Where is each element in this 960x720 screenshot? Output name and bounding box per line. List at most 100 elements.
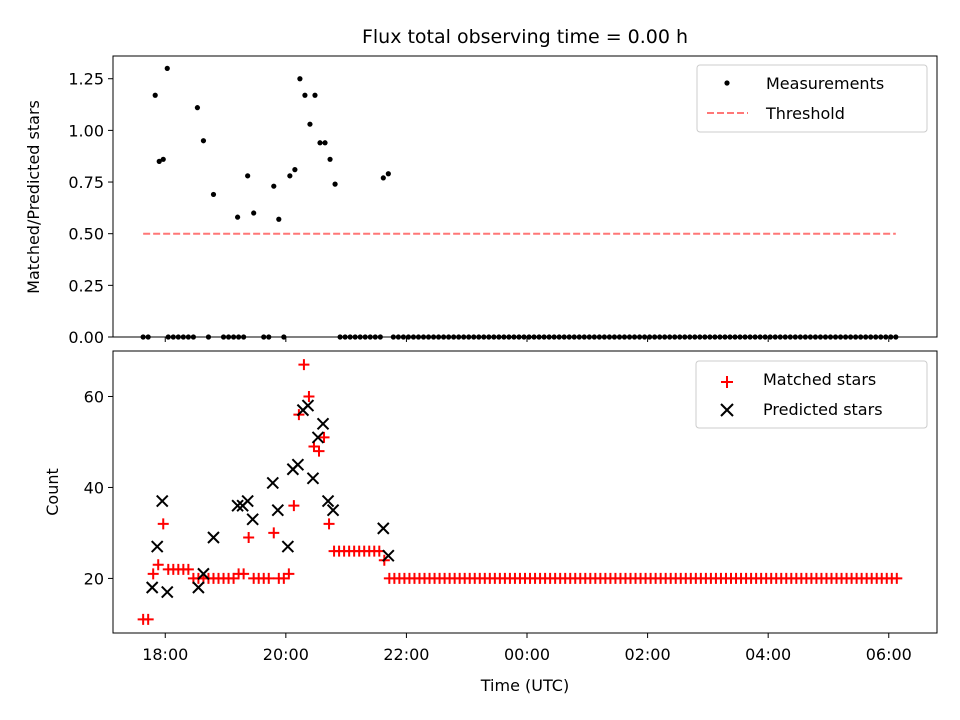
measurement-point (302, 92, 308, 98)
legend-marker-matched-stars (721, 376, 733, 388)
measurement-point (322, 140, 328, 146)
matched-star-point (263, 572, 275, 584)
predicted-star-point (145, 581, 159, 594)
matched-star-point (238, 568, 250, 580)
predicted-star-point (382, 549, 395, 562)
bottom-panel: 20 40 60 18:00 20:00 22:00 00:00 02:00 04:00 06:… (43, 350, 938, 695)
predicted-star-point (311, 431, 325, 444)
matched-star-point (891, 572, 903, 584)
legend-marker-measurements (724, 80, 730, 86)
measurement-point (332, 181, 338, 187)
measurement-point (200, 138, 207, 144)
bottom-x-tick-label: 06:00 (866, 645, 912, 664)
measurement-point (312, 92, 318, 98)
top-y-tick-label: 0.50 (68, 225, 104, 244)
bottom-x-tick-label: 18:00 (142, 645, 188, 664)
measurement-point (271, 183, 277, 189)
measurement-point (380, 175, 386, 181)
matched-star-point (182, 563, 194, 575)
measurement-point (385, 171, 391, 177)
predicted-star-point (326, 503, 340, 517)
measurement-point (327, 156, 333, 162)
measurement-point (307, 121, 313, 127)
matched-star-point (152, 559, 164, 571)
predicted-star-point (151, 540, 164, 553)
predicted-star-point (266, 476, 279, 490)
predicted-star-point (246, 513, 259, 526)
legend-label-predicted-stars: Predicted stars (763, 400, 883, 419)
bottom-axes-frame (112, 350, 938, 634)
legend-label-measurements: Measurements (766, 74, 884, 93)
measurement-point (164, 65, 170, 71)
predicted-star-point (207, 531, 220, 544)
bottom-x-tick-label: 02:00 (625, 645, 671, 664)
bottom-x-axis: 18:00 20:00 22:00 00:00 02:00 04:00 06:00 (142, 633, 912, 664)
measurement-point (276, 216, 282, 222)
top-y-axis-label: Matched/Predicted stars (24, 100, 43, 294)
predicted-star-point (271, 503, 285, 517)
matched-star-point (288, 500, 300, 512)
matched-star-point (318, 431, 330, 443)
matched-star-point (298, 359, 310, 371)
matched-star-point (323, 518, 335, 530)
bottom-x-tick-label: 20:00 (263, 645, 309, 664)
matched-star-point (157, 518, 169, 530)
predicted-star-point (241, 494, 254, 508)
chart-title: Flux total observing time = 0.00 h (362, 26, 688, 48)
bottom-x-tick-label: 22:00 (383, 645, 429, 664)
matched-stars-series (137, 359, 903, 625)
measurement-point (297, 76, 303, 82)
bottom-y-tick-label: 20 (84, 569, 104, 588)
legend-label-matched-stars: Matched stars (763, 370, 876, 389)
predicted-star-point (301, 399, 315, 412)
matched-star-point (147, 568, 159, 580)
legend-marker-predicted-stars (720, 403, 734, 417)
bottom-y-tick-label: 40 (84, 478, 104, 497)
top-y-tick-label: 0.00 (68, 328, 104, 347)
predicted-star-point (197, 567, 210, 581)
predicted-star-point (156, 494, 169, 508)
predicted-star-point (161, 585, 174, 599)
predicted-star-point (377, 522, 390, 535)
top-panel: Flux total observing time = 0.00 h 0.00 0… (24, 26, 938, 347)
predicted-star-point (192, 581, 205, 594)
measurement-point (194, 105, 201, 111)
matched-star-point (243, 531, 255, 543)
measurement-point (245, 173, 251, 179)
predicted-star-point (306, 472, 320, 485)
measurement-point (210, 191, 217, 198)
bottom-legend: Matched stars Predicted stars (695, 360, 928, 429)
measurement-point (317, 140, 323, 146)
top-x-axis (164, 337, 890, 342)
bottom-legend-box (695, 360, 928, 429)
top-y-tick-label: 1.25 (68, 70, 104, 89)
zero-measurements-series (140, 334, 899, 340)
matched-star-point (303, 390, 315, 402)
measurement-point (292, 167, 298, 173)
predicted-star-point (321, 494, 335, 508)
legend-label-threshold: Threshold (765, 104, 845, 123)
measurement-point (235, 214, 241, 220)
top-legend-box (696, 64, 928, 133)
measurements-series (152, 65, 391, 222)
measurement-point (160, 156, 166, 162)
predicted-stars-series (145, 399, 395, 599)
bottom-y-axis-label: Count (43, 468, 62, 516)
top-y-tick-label: 0.25 (68, 276, 104, 295)
predicted-star-point (316, 417, 330, 430)
top-y-tick-label: 0.75 (68, 173, 104, 192)
measurement-point (152, 92, 158, 98)
matched-star-point (268, 527, 280, 539)
predicted-star-point (281, 540, 295, 553)
bottom-x-tick-label: 00:00 (504, 645, 550, 664)
bottom-x-tick-label: 04:00 (745, 645, 791, 664)
bottom-y-tick-label: 60 (84, 387, 104, 406)
matched-star-point (313, 445, 325, 457)
top-axes-frame (112, 55, 938, 338)
x-axis-label: Time (UTC) (480, 676, 569, 695)
bottom-y-axis: 20 40 60 (84, 387, 113, 588)
top-y-axis: 0.00 0.25 0.50 0.75 1.00 1.25 (68, 70, 113, 347)
top-legend: Measurements Threshold (696, 64, 928, 133)
measurement-point (156, 158, 162, 164)
